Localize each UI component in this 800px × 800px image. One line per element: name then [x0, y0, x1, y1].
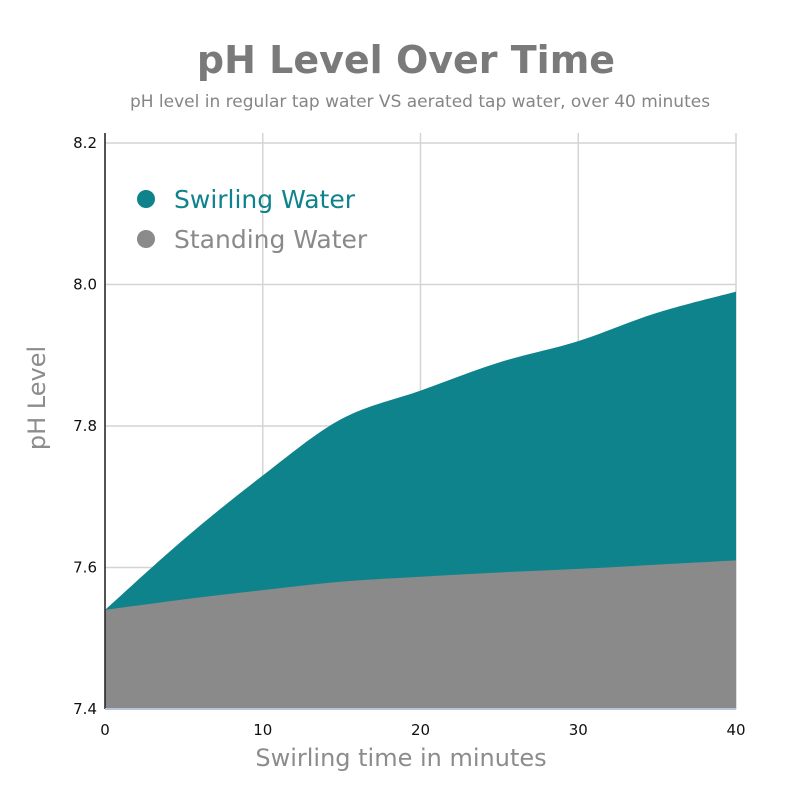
chart-title: pH Level Over Time	[196, 38, 616, 82]
legend-marker	[137, 190, 155, 208]
legend-label: Swirling Water	[174, 185, 356, 214]
series-areas	[105, 291, 736, 709]
y-tick-label: 7.6	[73, 559, 97, 577]
x-tick-label: 20	[411, 721, 430, 739]
axes	[104, 133, 736, 710]
tick-labels: 0 10 20 30 40 7.4 7.6 7.8 8.0 8.2	[73, 134, 745, 739]
x-axis-label: Swirling time in minutes	[255, 744, 546, 772]
x-tick-label: 10	[253, 721, 272, 739]
legend: Swirling Water Standing Water	[137, 185, 368, 254]
series-area-standing-water	[105, 560, 736, 709]
x-tick-label: 0	[100, 721, 110, 739]
x-tick-label: 40	[726, 721, 745, 739]
y-tick-label: 8.0	[73, 276, 97, 294]
y-tick-label: 7.8	[73, 417, 97, 435]
y-axis-label: pH Level	[23, 346, 51, 450]
y-tick-label: 7.4	[73, 700, 97, 718]
chart-subtitle: pH level in regular tap water VS aerated…	[129, 92, 711, 112]
x-tick-label: 30	[569, 721, 588, 739]
legend-label: Standing Water	[174, 225, 368, 254]
y-tick-label: 8.2	[73, 134, 97, 152]
legend-marker	[137, 230, 155, 248]
